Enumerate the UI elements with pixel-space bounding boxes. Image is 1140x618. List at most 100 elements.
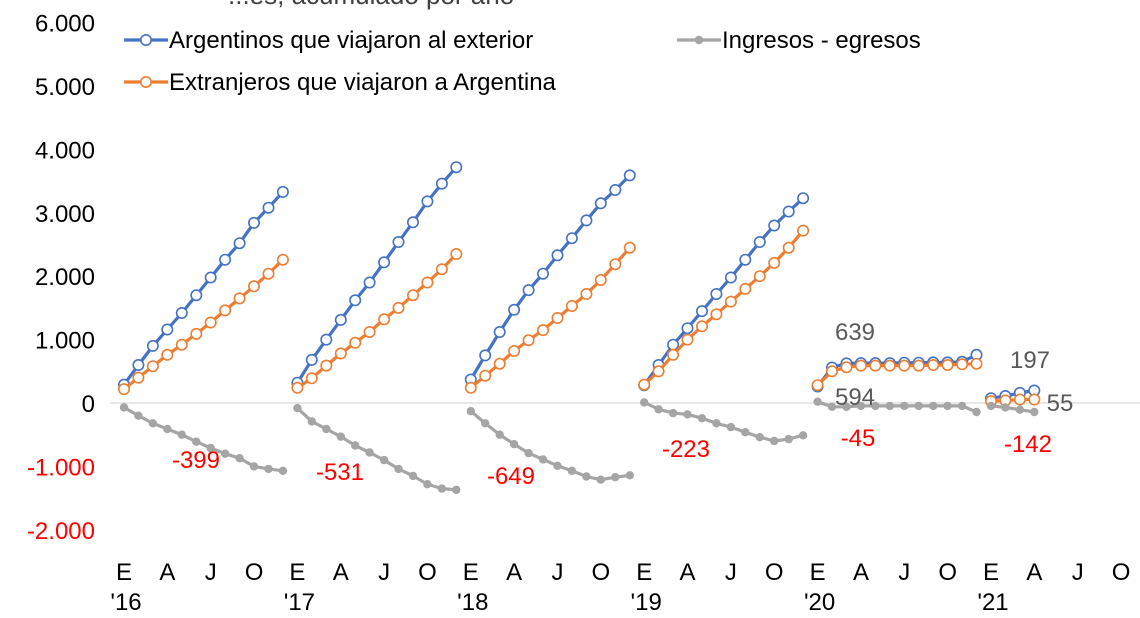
data-point [349,294,362,307]
data-point [768,256,781,269]
data-point [219,253,232,266]
y-tick-label: 1.000 [35,328,95,355]
x-tick-month: J [898,559,910,586]
data-point [854,359,867,372]
value-label: 197 [1010,347,1050,374]
data-labels: -399 -531 -649 -223 -45 -142 639 594 197 55 [172,319,1073,490]
data-point [235,454,244,463]
y-tick-label: -2.000 [27,518,95,545]
data-point [712,419,721,428]
x-tick-month: A [680,559,696,586]
x-tick-month: O [245,559,264,586]
data-point [565,299,578,312]
data-point [495,430,504,439]
data-point [479,369,492,382]
data-point [784,434,793,444]
data-point [394,464,403,474]
data-point [827,402,837,411]
data-point [146,339,159,352]
data-point [119,403,129,412]
data-point [681,322,694,335]
data-point [912,359,925,372]
data-point [927,358,940,371]
data-point [493,357,506,370]
data-point [378,313,391,326]
data-point [219,304,232,317]
data-point [508,303,521,316]
x-tick-month: E [463,559,479,586]
x-tick-month: A [853,559,869,586]
data-point [349,336,362,349]
data-point [132,371,145,384]
x-tick-month: A [1026,559,1042,586]
series-line [123,258,285,391]
x-tick-month: O [418,559,437,586]
data-point [464,381,477,394]
x-tick-month: E [636,559,652,586]
data-point [842,402,851,411]
y-tick-label: 2.000 [35,264,95,291]
data-point [293,403,302,413]
chart-title: ...es, acumulado por año [228,0,514,10]
legend[interactable]: Argentinos que viajaron al exterior Ingre… [124,27,921,96]
x-tick-year: '20 [804,589,835,616]
x-tick-month: J [725,559,737,586]
data-point [594,273,607,286]
data-point [435,263,448,276]
data-point [667,338,680,351]
legend-item[interactable]: Argentinos que viajaron al exterior [124,27,533,54]
data-point [885,401,894,411]
data-point [220,449,230,458]
data-point [204,271,217,284]
data-point [797,224,810,237]
legend-item[interactable]: Extranjeros que viajaron a Argentina [124,69,557,96]
value-label: 639 [835,319,875,346]
data-point [914,401,923,411]
x-axis: E A J O E A J O E A J O E A J O E A J O E A J O'16'17'18'19'20 '… [110,559,1130,616]
x-tick-month: O [938,559,957,586]
data-point [825,365,838,378]
data-point [206,443,215,453]
y-tick-label: 0 [82,391,95,418]
data-point [710,308,723,321]
data-point [567,466,577,475]
data-point [753,236,766,249]
data-point [248,280,261,293]
series-1 [118,224,1041,408]
data-point [190,289,203,302]
saldo-label: -142 [1004,431,1052,458]
x-tick-month: O [1112,559,1131,586]
data-point [406,289,419,302]
data-point [509,440,519,449]
data-point [305,353,318,366]
series-2 [119,397,1039,495]
data-point [322,424,331,434]
data-point [163,424,172,434]
series-line [990,397,1035,403]
data-point [278,466,288,475]
data-point [524,448,533,458]
data-point [479,349,492,362]
data-point [536,324,549,337]
data-point [986,401,996,411]
data-point [611,473,620,482]
data-point [640,398,649,407]
data-point [522,334,535,347]
series-line [643,229,805,386]
data-point [724,271,737,284]
data-point [481,419,490,428]
x-tick-month: E [983,559,999,586]
data-point [580,214,593,227]
value-label: 594 [835,384,875,411]
data-point [161,323,174,336]
y-tick-label: 3.000 [35,201,95,228]
x-tick-month: A [333,559,349,586]
data-point [553,461,562,470]
data-point [856,401,866,411]
data-point [695,320,708,333]
data-point [262,201,275,214]
data-point [264,464,273,474]
series-line [990,388,1035,400]
data-point [336,432,345,441]
legend-item[interactable]: Ingresos - egresos [677,27,921,54]
